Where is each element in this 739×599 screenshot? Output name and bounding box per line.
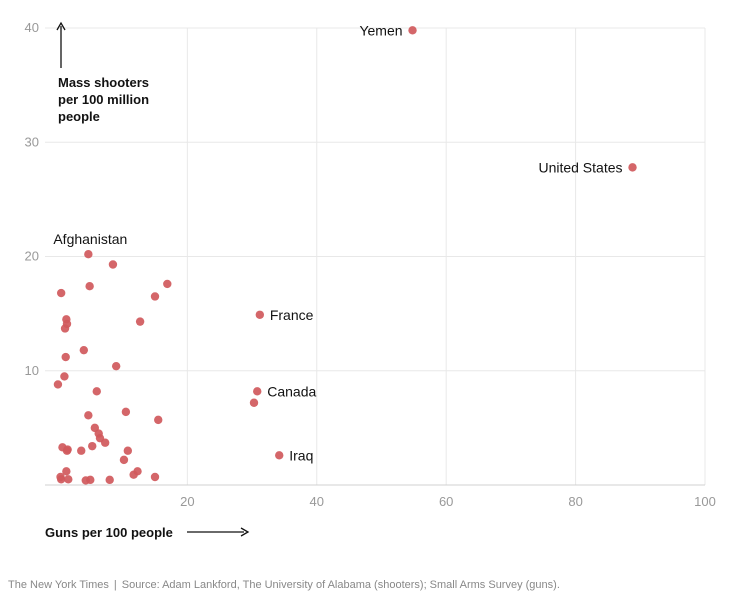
scatter-point <box>408 26 417 35</box>
scatter-point <box>105 475 114 485</box>
scatter-point <box>255 310 265 319</box>
y-tick-label: 20 <box>25 249 39 264</box>
x-tick-label: 20 <box>180 494 194 509</box>
data-points <box>53 26 637 485</box>
scatter-point <box>88 441 97 451</box>
scatter-point <box>85 282 94 291</box>
point-label: United States <box>538 159 622 175</box>
scatter-point <box>81 476 90 485</box>
scatter-chart: 10 20 30 40 20 40 60 80 100 Mass shooters per 10… <box>25 20 716 540</box>
scatter-point <box>628 163 637 172</box>
scatter-point <box>121 407 131 417</box>
y-axis-arrow-head-icon <box>56 21 66 31</box>
scatter-point <box>100 438 110 447</box>
scatter-point <box>60 324 70 333</box>
source-note: Source: Adam Lankford, The University of… <box>121 579 560 591</box>
scatter-point <box>150 292 160 301</box>
x-tick-label: 100 <box>694 494 716 509</box>
y-tick-label: 30 <box>25 134 39 149</box>
scatter-point <box>84 411 93 420</box>
scatter-point <box>154 415 163 425</box>
scatter-point <box>62 467 71 476</box>
scatter-point <box>129 470 138 479</box>
scatter-point <box>119 455 129 465</box>
x-axis-title: Guns per 100 people <box>45 525 250 540</box>
chart-footer: The New York Times | Source: Adam Lankford… <box>8 579 560 591</box>
y-tick-label: 10 <box>25 363 39 378</box>
x-tick-label: 80 <box>568 494 582 509</box>
point-label: France <box>270 307 314 323</box>
publisher-credit: The New York Times <box>8 579 109 591</box>
scatter-point <box>53 380 63 389</box>
y-axis-title-line-2: per 100 million <box>58 92 149 107</box>
y-axis-title-line-1: Mass shooters <box>58 75 149 90</box>
scatter-point <box>60 372 69 381</box>
x-tick-label: 40 <box>310 494 324 509</box>
scatter-point <box>163 279 172 289</box>
scatter-point <box>62 446 72 455</box>
footer-separator: | <box>113 579 117 591</box>
scatter-point <box>61 352 70 362</box>
y-axis-title: Mass shooters per 100 million people <box>56 21 149 124</box>
scatter-point <box>123 446 133 455</box>
scatter-point <box>79 345 89 355</box>
scatter-point <box>77 446 86 455</box>
scatter-point <box>108 260 118 269</box>
scatter-point <box>111 361 121 371</box>
scatter-point <box>275 451 284 460</box>
scatter-point <box>84 250 93 259</box>
point-label: Yemen <box>359 22 402 38</box>
scatter-point <box>64 475 73 484</box>
y-tick-label: 40 <box>25 20 39 35</box>
point-label: Iraq <box>289 447 313 463</box>
scatter-point <box>135 317 145 326</box>
scatter-point <box>150 472 160 482</box>
scatter-point <box>249 398 259 407</box>
scatter-point <box>56 475 66 484</box>
point-label: Afghanistan <box>53 231 127 247</box>
x-tick-label: 60 <box>439 494 453 509</box>
scatter-point <box>253 387 262 396</box>
scatter-point <box>92 387 101 396</box>
point-labels: Yemen United States Afghanistan France Canad… <box>53 22 622 463</box>
y-axis-title-line-3: people <box>58 109 100 124</box>
point-label: Canada <box>267 383 316 399</box>
tick-labels: 10 20 30 40 20 40 60 80 100 <box>25 20 716 509</box>
scatter-point <box>56 288 66 298</box>
grid-layer <box>45 27 706 486</box>
x-axis-arrow-head-icon <box>240 527 250 537</box>
x-axis-title-text: Guns per 100 people <box>45 525 173 540</box>
